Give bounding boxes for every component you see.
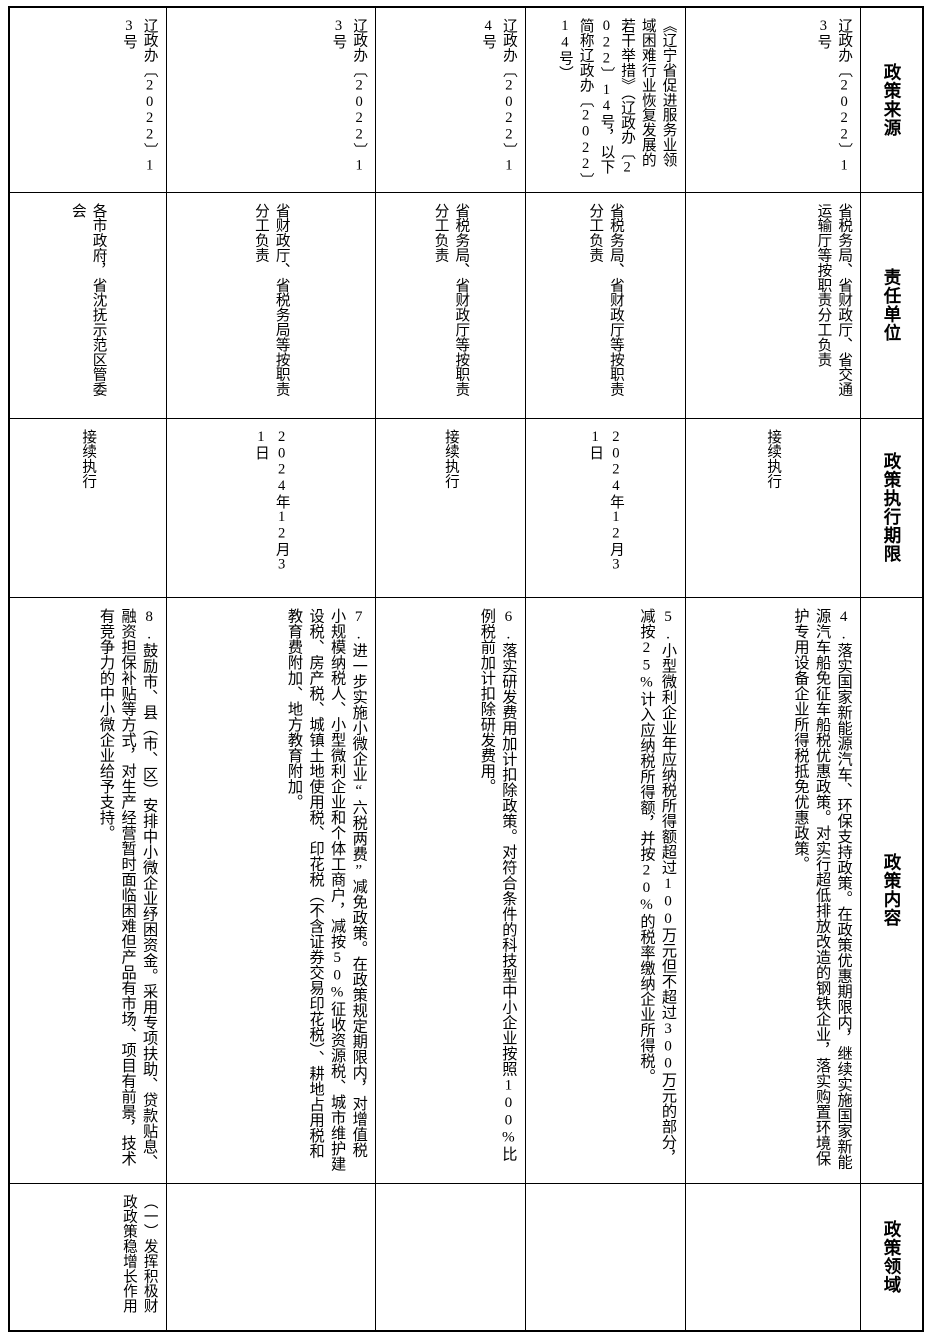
cell-content-text: 4.落实国家新能源汽车、环保支持政策。在政策优惠期限内，继续实施国家新能源汽车船… — [791, 607, 853, 1170]
cell-content: 7.进一步实施小微企业“六税两费”减免政策。在政策规定期限内，对增值税小规模纳税… — [166, 598, 376, 1184]
cell-unit-text: 各市政府，省沈抚示范区管委会 — [69, 202, 107, 397]
cell-source: 辽政办〔2022〕13号 — [166, 8, 376, 193]
header-cell-content: 政策内容 — [861, 598, 922, 1184]
cell-period: 接续执行 — [10, 419, 166, 598]
cell-period: 接续执行 — [376, 419, 525, 598]
table-row: 辽政办〔2022〕14号 省税务局、省财政厅等按职责分工负责 接续执行 6.落实… — [375, 8, 525, 1330]
header-label-unit: 责任单位 — [881, 268, 902, 343]
cell-domain — [526, 1184, 685, 1330]
cell-source: 辽政办〔2022〕13号 — [10, 8, 166, 193]
cell-unit: 省税务局、省财政厅等按职责分工负责 — [376, 193, 525, 419]
cell-unit-text: 省税务局、省财政厅等按职责分工负责 — [432, 202, 470, 397]
header-label-domain: 政策领域 — [881, 1219, 902, 1294]
cell-source: 辽政办〔2022〕13号 — [685, 8, 861, 193]
header-label-source: 政策来源 — [881, 62, 902, 137]
cell-source-text: 《辽宁省促进服务业领域困难行业恢复发展的若干举措》（辽政办〔2022〕14号，以… — [556, 18, 677, 181]
cell-source-text: 辽政办〔2022〕13号 — [815, 18, 853, 174]
cell-source-text: 辽政办〔2022〕14号 — [480, 18, 517, 174]
cell-content: 5.小型微利企业年应纳税所得额超过100万元但不超过300万元的部分，减按25%… — [525, 598, 685, 1184]
cell-content: 8.鼓励市、县（市、区）安排中小微企业纾困资金。采用专项扶助、贷款贴息、融资担保… — [10, 598, 166, 1184]
cell-unit: 省税务局、省财政厅、省交通运输厅等按职责分工负责 — [685, 193, 861, 419]
cell-period-text: 2024年12月31日 — [587, 428, 624, 573]
policy-table: 政策来源 责任单位 政策执行期限 政策内容 政策领域 辽政办〔2022〕13号 … — [8, 6, 924, 1332]
cell-period: 2024年12月31日 — [166, 419, 376, 598]
cell-source: 辽政办〔2022〕14号 — [376, 8, 525, 193]
table-row: 《辽宁省促进服务业领域困难行业恢复发展的若干举措》（辽政办〔2022〕14号，以… — [524, 8, 685, 1330]
header-label-content: 政策内容 — [881, 853, 902, 928]
cell-content-text: 7.进一步实施小微企业“六税两费”减免政策。在政策规定期限内，对增值税小规模纳税… — [285, 607, 368, 1172]
cell-period-text: 接续执行 — [442, 428, 459, 489]
cell-period: 2024年12月31日 — [525, 419, 685, 598]
cell-unit: 省税务局、省财政厅等按职责分工负责 — [525, 193, 685, 419]
cell-content: 6.落实研发费用加计扣除政策。对符合条件的科技型中小企业按照100%比例税前加计… — [376, 598, 525, 1184]
cell-source: 《辽宁省促进服务业领域困难行业恢复发展的若干举措》（辽政办〔2022〕14号，以… — [525, 8, 685, 193]
cell-content-text: 6.落实研发费用加计扣除政策。对符合条件的科技型中小企业按照100%比例税前加计… — [478, 607, 517, 1162]
cell-domain — [686, 1184, 861, 1330]
cell-period-text: 接续执行 — [80, 428, 97, 489]
cell-unit-text: 省财政厅、省税务局等按职责分工负责 — [252, 202, 290, 397]
cell-unit: 省财政厅、省税务局等按职责分工负责 — [166, 193, 376, 419]
cell-source-text: 辽政办〔2022〕13号 — [330, 18, 368, 174]
table-row: 辽政办〔2022〕13号 省财政厅、省税务局等按职责分工负责 2024年12月3… — [165, 8, 376, 1330]
cell-content: 4.落实国家新能源汽车、环保支持政策。在政策优惠期限内，继续实施国家新能源汽车船… — [685, 598, 861, 1184]
cell-unit-text: 省税务局、省财政厅、省交通运输厅等按职责分工负责 — [815, 202, 853, 397]
header-label-period: 政策执行期限 — [881, 451, 902, 564]
domain-group-label: （一）发挥积极财政政策稳增长作用 — [120, 1193, 158, 1313]
table-header-column: 政策来源 责任单位 政策执行期限 政策内容 政策领域 — [860, 8, 922, 1330]
cell-period-text: 接续执行 — [765, 428, 782, 489]
table-row: 辽政办〔2022〕13号 各市政府，省沈抚示范区管委会 接续执行 8.鼓励市、县… — [10, 8, 166, 1330]
cell-domain — [167, 1184, 376, 1330]
cell-content-text: 5.小型微利企业年应纳税所得额超过100万元但不超过300万元的部分，减按25%… — [637, 607, 677, 1165]
cell-domain — [376, 1184, 525, 1330]
header-cell-unit: 责任单位 — [861, 193, 922, 419]
cell-source-text: 辽政办〔2022〕13号 — [120, 18, 158, 174]
cell-unit-text: 省税务局、省财政厅等按职责分工负责 — [587, 202, 624, 397]
cell-unit: 各市政府，省沈抚示范区管委会 — [10, 193, 166, 419]
cell-content-text: 8.鼓励市、县（市、区）安排中小微企业纾困资金。采用专项扶助、贷款贴息、融资担保… — [97, 607, 158, 1170]
cell-domain-group: （一）发挥积极财政政策稳增长作用 — [10, 1184, 166, 1330]
header-cell-period: 政策执行期限 — [861, 419, 922, 598]
cell-period: 接续执行 — [685, 419, 861, 598]
header-cell-domain: 政策领域 — [861, 1184, 922, 1330]
table-row: 辽政办〔2022〕13号 省税务局、省财政厅、省交通运输厅等按职责分工负责 接续… — [684, 8, 861, 1330]
header-cell-source: 政策来源 — [861, 8, 922, 193]
cell-period-text: 2024年12月31日 — [252, 428, 290, 573]
